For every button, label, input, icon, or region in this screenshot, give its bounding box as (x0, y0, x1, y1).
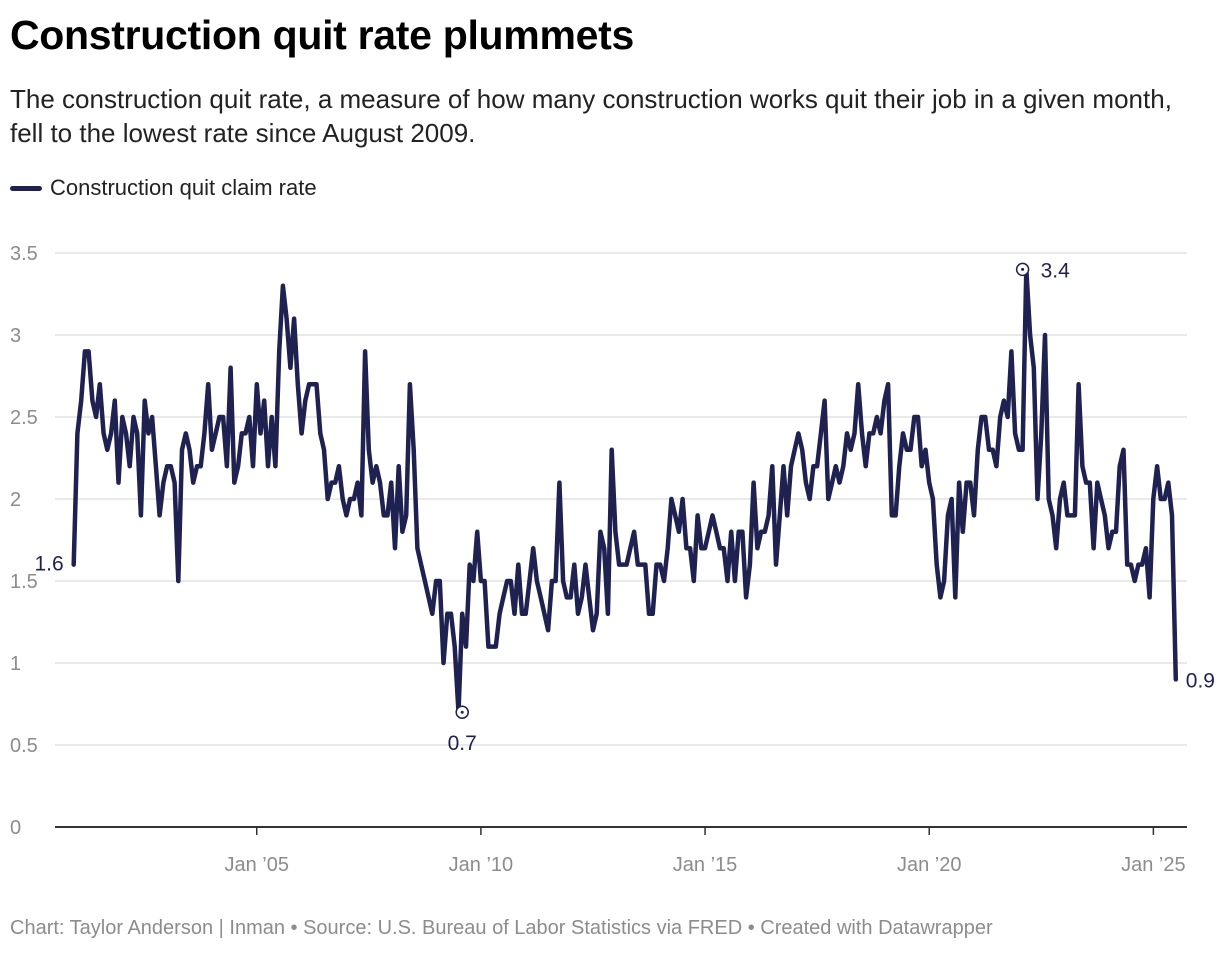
series-line-construction-quit-rate (71, 267, 1179, 715)
y-tick-label: 3.5 (10, 243, 38, 265)
annotation-dot (1021, 267, 1025, 271)
annotation-label: 0.7 (448, 732, 477, 755)
y-tick-label: 1 (10, 653, 21, 675)
y-tick-label: 1.5 (10, 571, 38, 593)
x-tick-label: Jan ’15 (673, 854, 738, 876)
x-tick-label: Jan ’05 (224, 854, 289, 876)
y-tick-label: 0.5 (10, 735, 38, 757)
x-tick-label: Jan ’10 (449, 854, 514, 876)
y-tick-label: 3 (10, 325, 21, 347)
x-tick-label: Jan ’25 (1121, 854, 1186, 876)
y-tick-label: 2 (10, 489, 21, 511)
legend-swatch (10, 185, 42, 191)
x-tick-label: Jan ’20 (897, 854, 962, 876)
chart-title: Construction quit rate plummets (10, 12, 634, 58)
annotation-dot (460, 710, 464, 714)
annotation-label: 3.4 (1041, 259, 1071, 282)
annotation-label: 1.6 (34, 553, 63, 576)
legend-label: Construction quit claim rate (50, 175, 317, 200)
chart-footer: Chart: Taylor Anderson | Inman • Source:… (10, 917, 993, 939)
annotation-label: 0.9 (1186, 669, 1215, 692)
chart-subtitle: The construction quit rate, a measure of… (10, 84, 1172, 148)
y-tick-label: 0 (10, 817, 21, 839)
y-tick-label: 2.5 (10, 407, 38, 429)
legend: Construction quit claim rate (10, 174, 317, 202)
